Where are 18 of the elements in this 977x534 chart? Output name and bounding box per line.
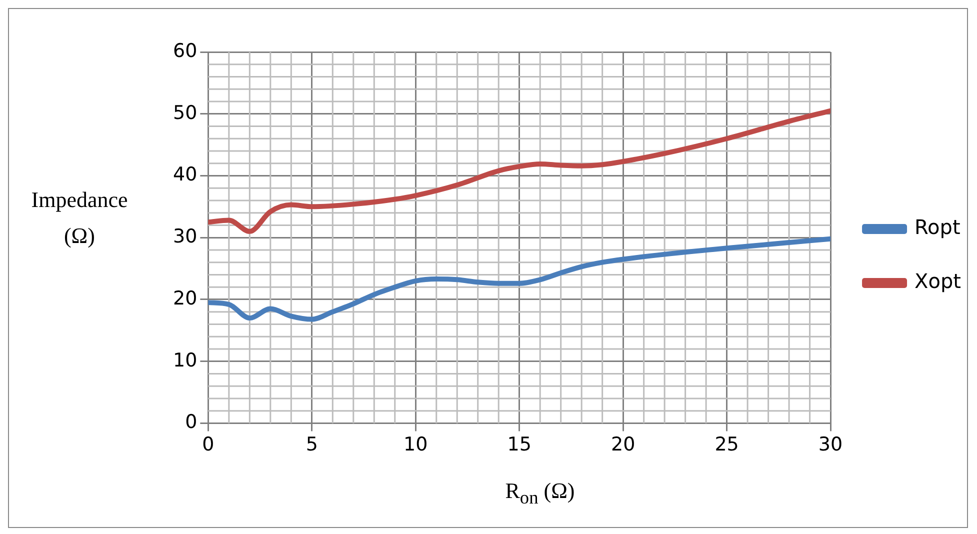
y-tick-label: 20 [172, 287, 198, 310]
y-tick-label: 30 [172, 226, 198, 248]
y-axis-title: Impedance (Ω) [30, 186, 129, 250]
x-tick-label: 10 [404, 434, 428, 456]
x-axis-title: R$_{on}$ (Ω) [504, 478, 576, 508]
x-tick-label: 25 [714, 434, 739, 456]
y-tick-label: 0 [185, 411, 198, 434]
y-tick-label: 40 [172, 164, 198, 186]
x-tick-label: 30 [818, 434, 843, 456]
legend-label: Xopt [914, 269, 962, 294]
x-tick-label: 0 [202, 434, 214, 456]
x-tick-label: 5 [306, 434, 318, 456]
y-tick-label: 50 [172, 102, 198, 124]
legend-label: Ropt [914, 215, 960, 240]
x-tick-label: 15 [507, 434, 532, 456]
y-tick-label: 60 [172, 40, 198, 62]
x-tick-label: 20 [610, 434, 636, 456]
y-tick-label: 10 [172, 349, 198, 372]
